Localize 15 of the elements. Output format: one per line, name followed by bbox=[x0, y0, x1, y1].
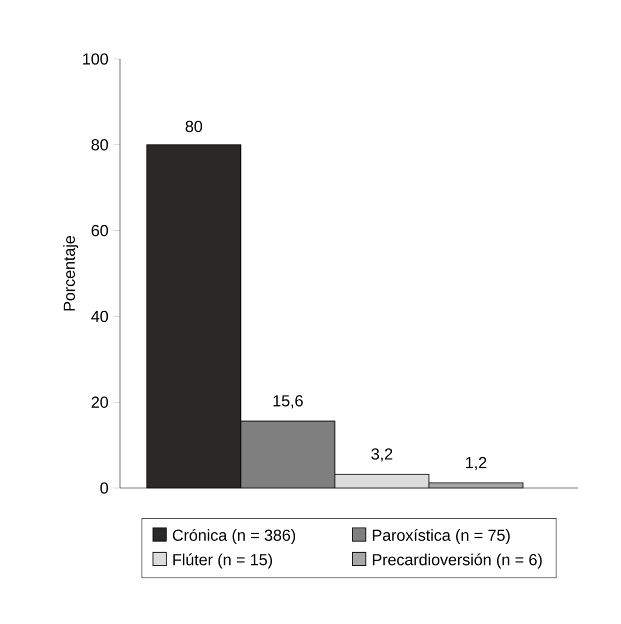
legend-label: Precardioversión (n = 6) bbox=[372, 553, 542, 568]
y-tick-label: 20 bbox=[92, 396, 108, 408]
y-tick-label: 80 bbox=[92, 139, 108, 150]
data-label: 15,6 bbox=[274, 395, 303, 408]
data-label: 1,2 bbox=[466, 456, 486, 470]
y-axis-title: Porcentaje bbox=[63, 236, 78, 310]
data-label: 80 bbox=[186, 120, 202, 132]
y-tick-label: 60 bbox=[92, 224, 108, 236]
data-label: 3,2 bbox=[371, 448, 392, 462]
legend-label: Crónica (n = 386) bbox=[172, 528, 296, 544]
legend-label: Flúter (n = 15) bbox=[173, 553, 272, 568]
y-tick-label: 40 bbox=[91, 310, 108, 322]
y-tick-label: 100 bbox=[83, 53, 108, 65]
y-tick-label: 0 bbox=[100, 482, 108, 494]
legend-label: Paroxística (n = 75) bbox=[372, 528, 510, 544]
